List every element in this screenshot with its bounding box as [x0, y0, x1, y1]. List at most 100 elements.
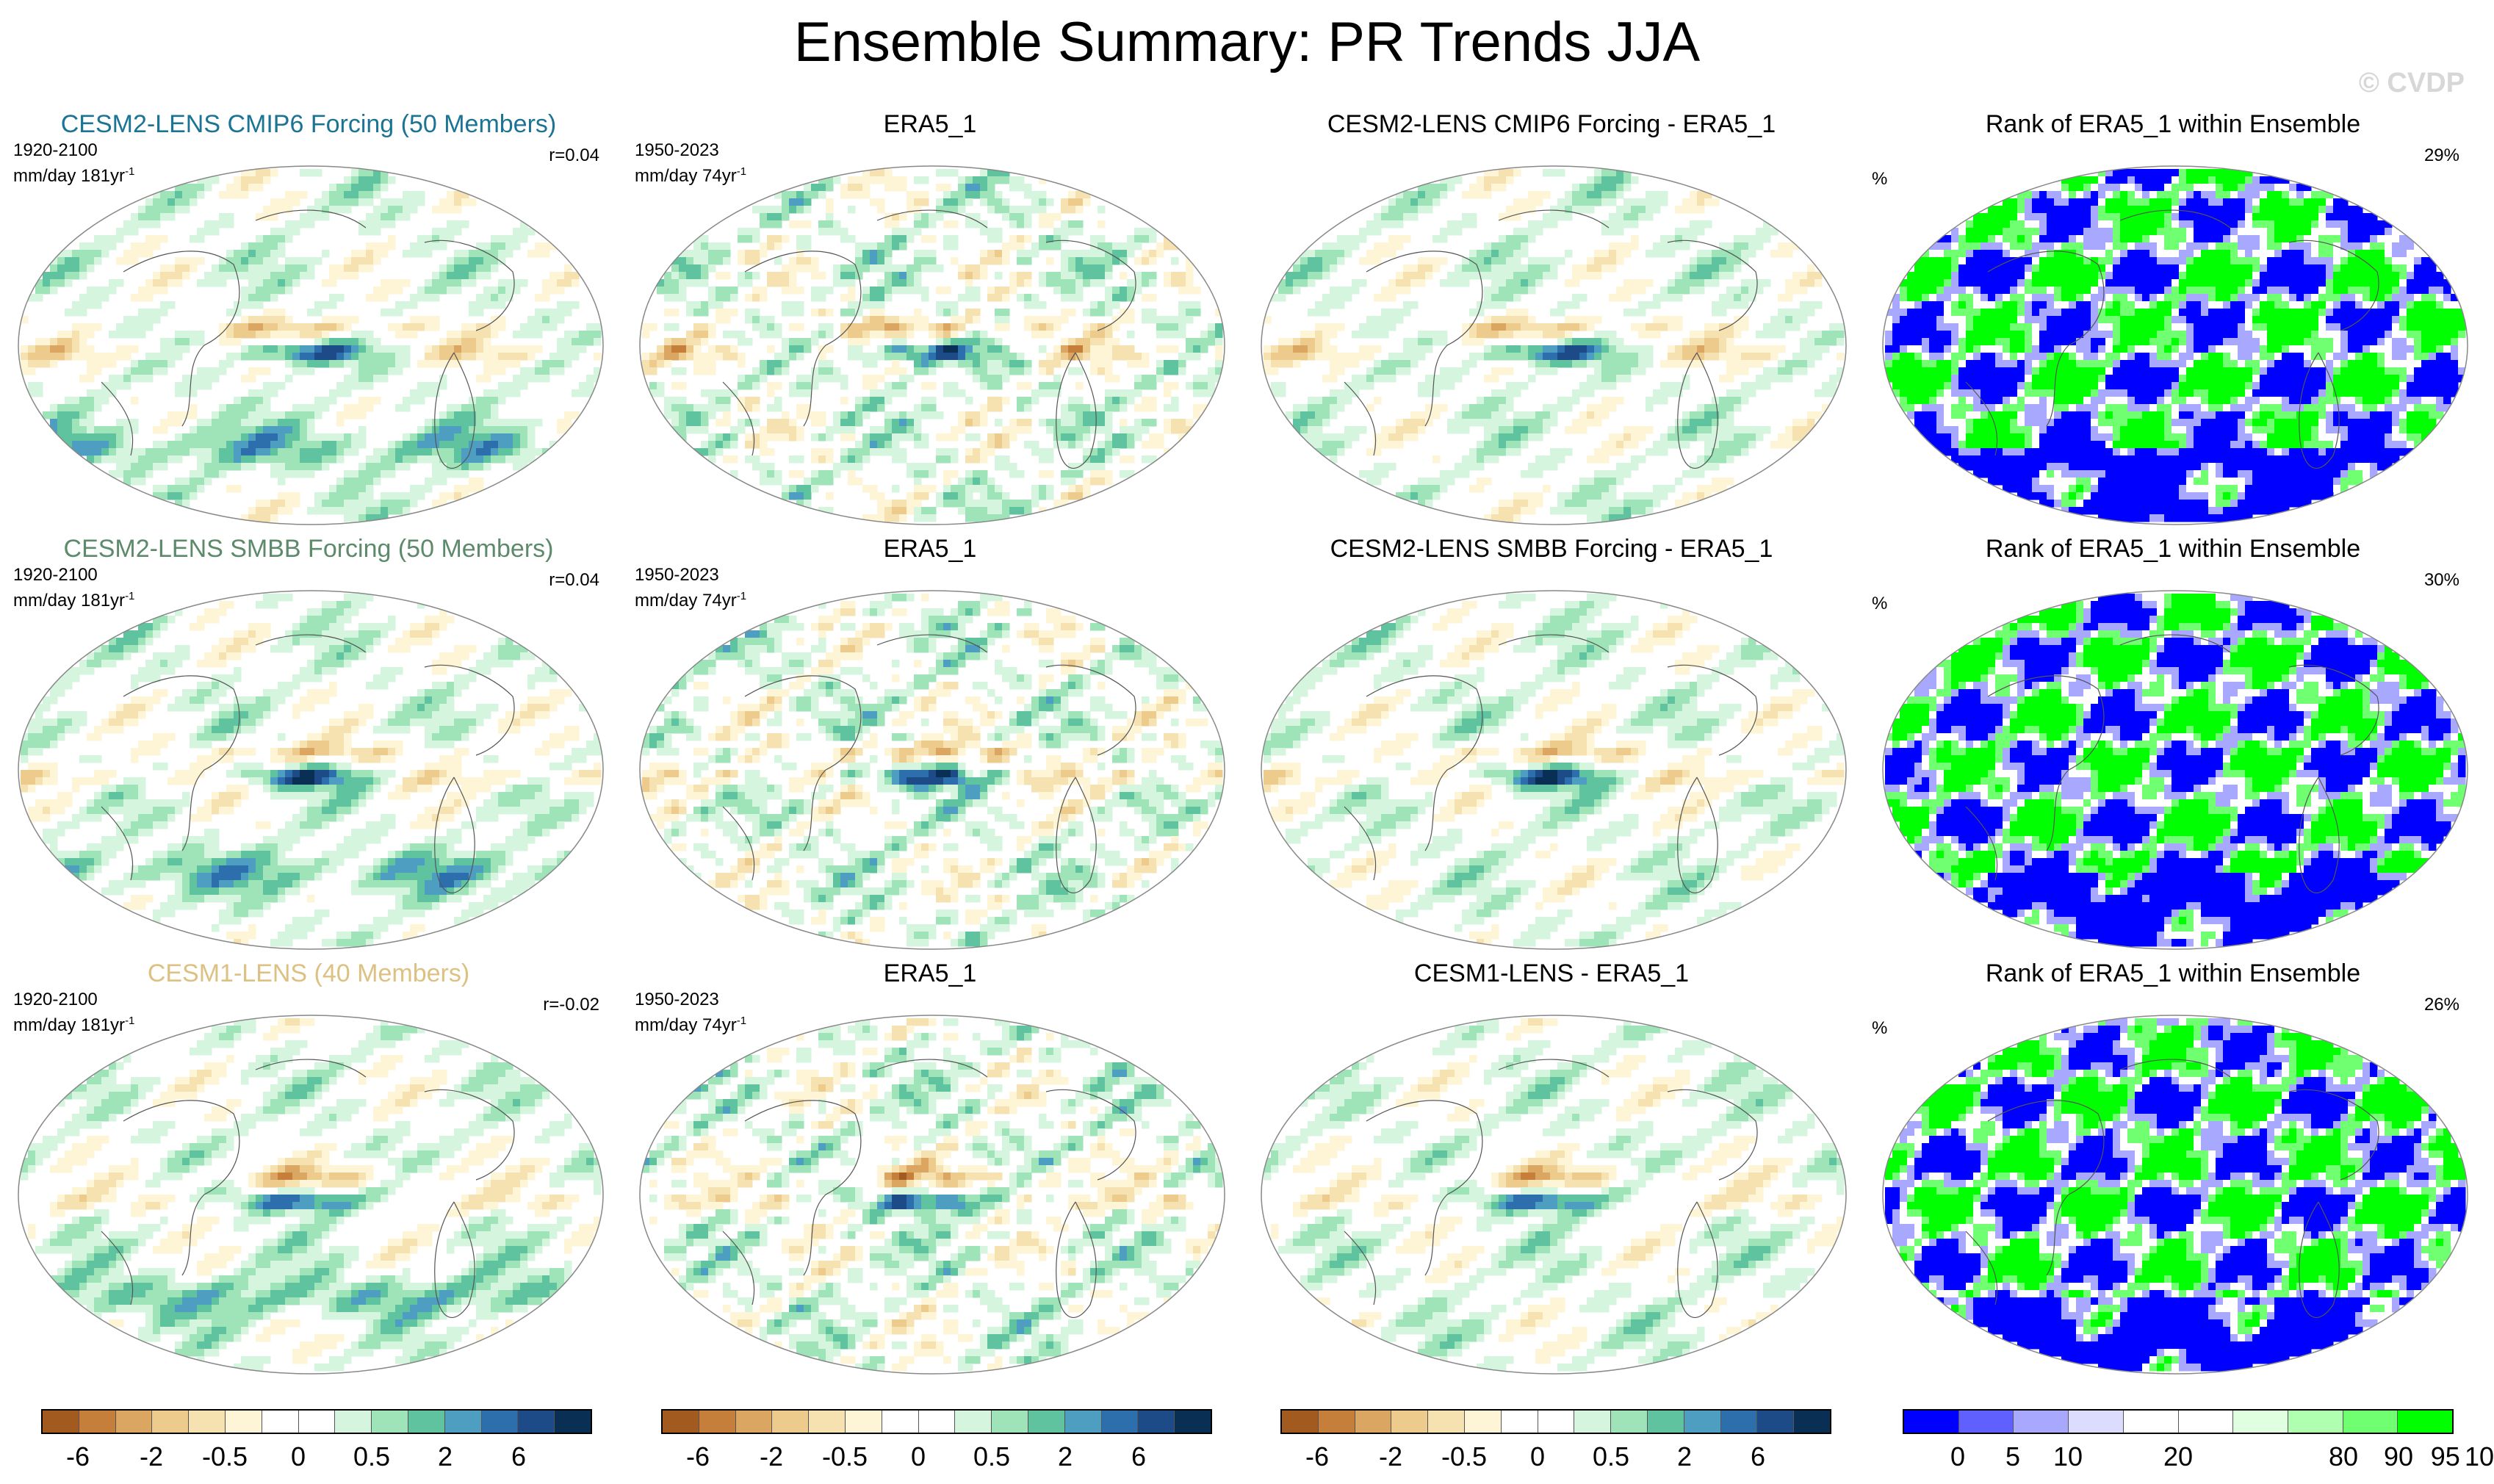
field-cell [848, 294, 856, 302]
field-cell [1061, 257, 1069, 265]
field-cell [557, 419, 565, 427]
field-cell [929, 404, 937, 412]
field-cell [973, 272, 981, 280]
field-cell [87, 301, 95, 309]
field-cell [1609, 250, 1617, 258]
field-cell [50, 345, 58, 353]
field-cell [1653, 389, 1661, 397]
field-cell [1134, 279, 1142, 287]
field-cell [35, 353, 43, 361]
field-cell [980, 478, 988, 486]
field-cell [1726, 455, 1734, 464]
field-cell [285, 279, 293, 287]
field-cell [752, 250, 760, 258]
rank-percent: 29% [2424, 145, 2459, 166]
field-cell [1374, 250, 1382, 258]
field-cell [344, 389, 352, 397]
field-cell [1741, 397, 1749, 405]
field-cell [1726, 404, 1734, 412]
field-cell [708, 250, 716, 258]
field-cell [498, 235, 506, 243]
field-cell [1300, 272, 1308, 280]
field-cell [498, 382, 506, 390]
field-cell [1579, 264, 1587, 273]
field-cell [270, 206, 278, 214]
field-cell [263, 507, 271, 515]
field-cell [388, 220, 396, 228]
field-cell [782, 301, 790, 309]
field-cell [987, 198, 995, 206]
field-cell [1381, 433, 1389, 442]
field-cell [1105, 455, 1113, 464]
field-cell [1513, 213, 1521, 221]
field-cell [980, 485, 988, 493]
field-cell [505, 250, 513, 258]
field-cell [1675, 500, 1683, 508]
field-cell [1447, 375, 1455, 383]
field-cell [657, 382, 665, 390]
field-cell [1616, 220, 1624, 228]
field-cell [1068, 441, 1076, 449]
field-cell [344, 198, 352, 206]
field-cell [1704, 198, 1712, 206]
field-cell [329, 433, 337, 442]
field-cell [101, 294, 109, 302]
field-cell [1535, 470, 1543, 478]
field-cell [782, 206, 790, 214]
field-cell [995, 455, 1003, 464]
field-cell [505, 345, 513, 353]
field-cell [1098, 419, 1106, 427]
field-cell [175, 500, 183, 508]
field-cell [789, 485, 797, 493]
field-cell [292, 455, 300, 464]
field-cell [995, 272, 1003, 280]
field-cell [461, 441, 469, 449]
field-cell [671, 426, 680, 434]
field-cell [197, 455, 205, 464]
field-cell [877, 404, 885, 412]
field-cell [572, 279, 580, 287]
field-cell [1587, 389, 1595, 397]
field-cell [1164, 331, 1172, 339]
field-cell [594, 323, 602, 331]
field-cell [1616, 287, 1624, 295]
field-cell [1616, 242, 1624, 251]
field-cell [980, 375, 988, 383]
field-cell [212, 272, 220, 280]
field-cell [649, 367, 657, 375]
field-cell [564, 301, 572, 309]
field-cell [1156, 360, 1164, 368]
field-cell [1178, 272, 1186, 280]
field-cell [958, 500, 966, 508]
field-cell [1068, 250, 1076, 258]
field-cell [1098, 448, 1106, 456]
field-cell [373, 206, 381, 214]
field-cell [212, 367, 220, 375]
field-cell [1513, 411, 1521, 419]
field-cell [914, 250, 922, 258]
field-cell [300, 470, 308, 478]
field-cell [498, 389, 506, 397]
field-cell [131, 316, 139, 324]
field-cell [1381, 213, 1389, 221]
field-cell [65, 419, 73, 427]
field-cell [1031, 206, 1039, 214]
field-cell [572, 331, 580, 339]
field-cell [1120, 433, 1128, 442]
field-cell [951, 455, 959, 464]
field-cell [1609, 176, 1617, 184]
field-cell [234, 323, 242, 331]
field-cell [483, 360, 491, 368]
field-cell [344, 264, 352, 273]
field-cell [219, 441, 227, 449]
field-cell [270, 345, 278, 353]
field-cell [131, 375, 139, 383]
field-cell [1609, 485, 1617, 493]
field-cell [1675, 287, 1683, 295]
field-cell [270, 433, 278, 442]
field-cell [469, 485, 477, 493]
field-cell [241, 353, 249, 361]
field-cell [1469, 264, 1477, 273]
field-cell [899, 411, 907, 419]
field-cell [1491, 433, 1499, 442]
